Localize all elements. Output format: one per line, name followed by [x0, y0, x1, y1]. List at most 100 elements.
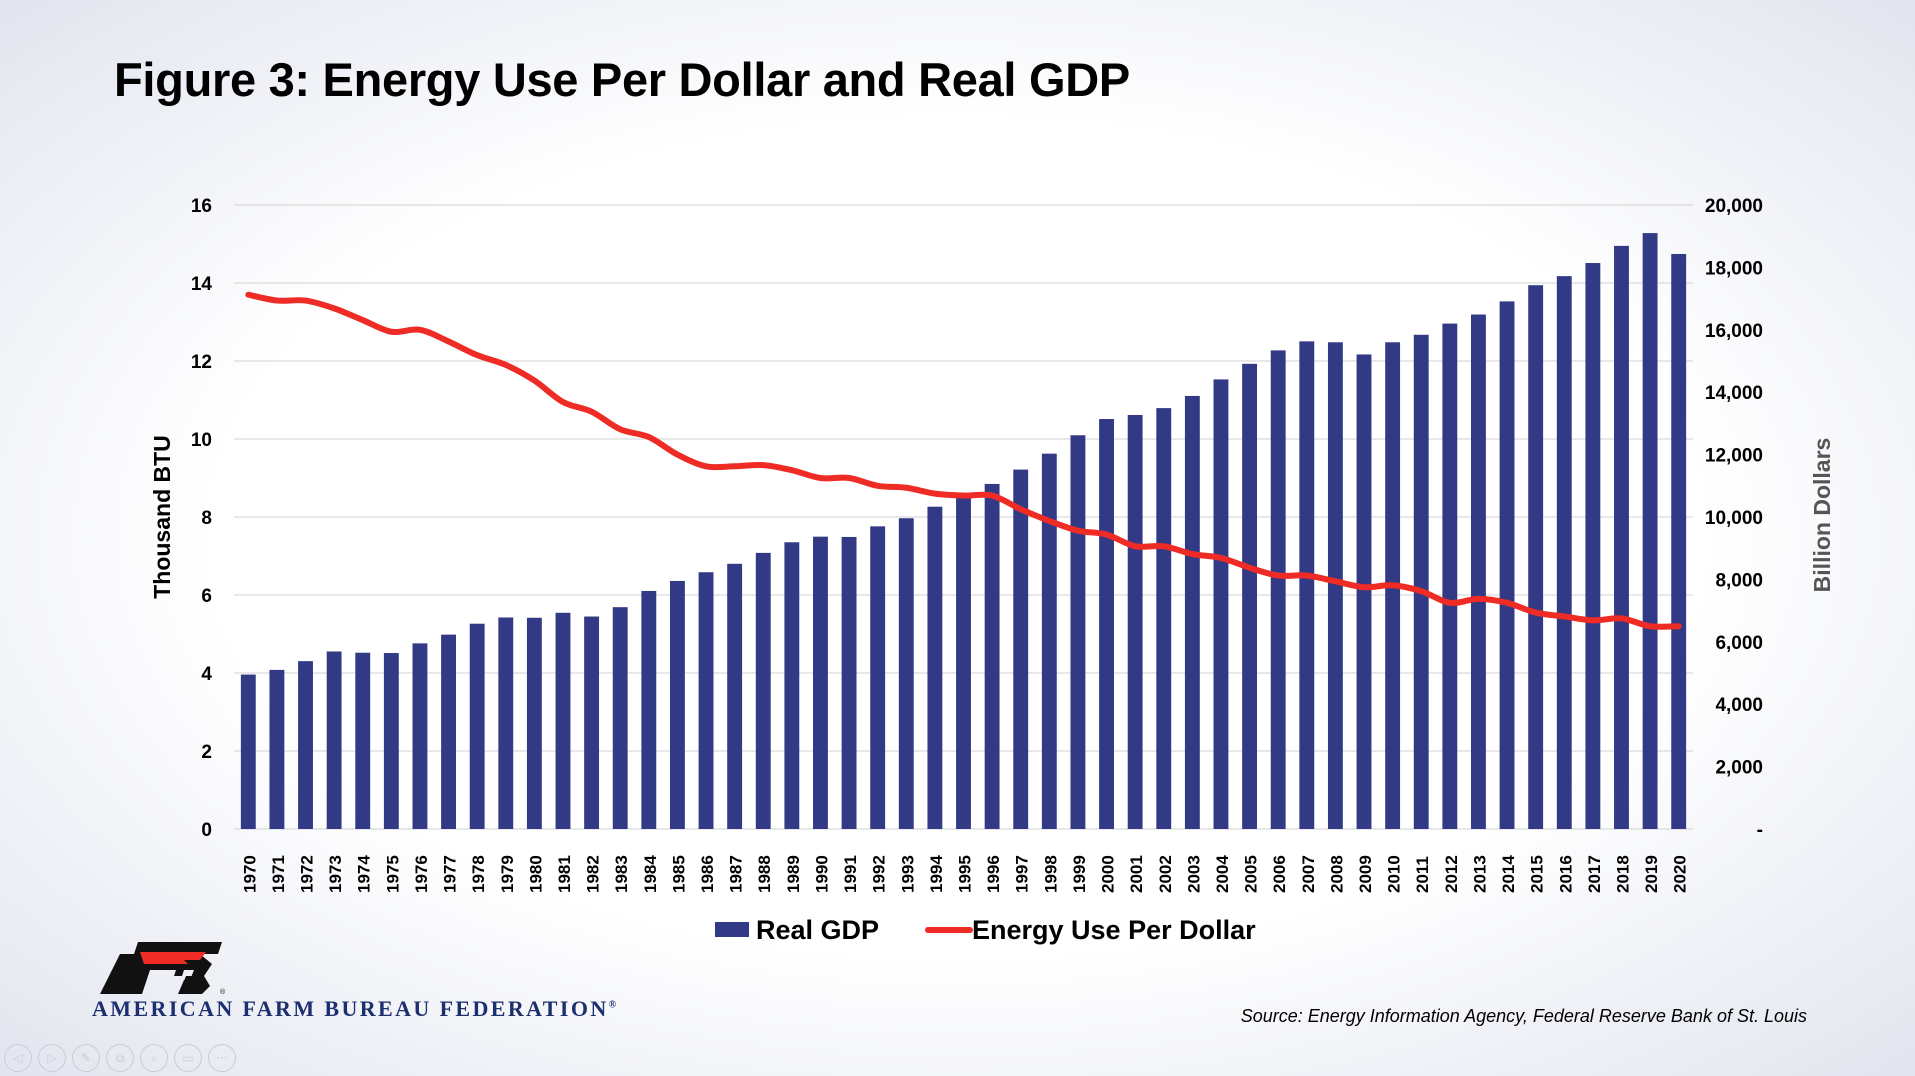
x-axis-tick-label: 1986 — [698, 855, 717, 893]
left-axis-tick-label: 2 — [201, 742, 212, 763]
x-axis-tick-label: 2004 — [1213, 855, 1232, 893]
gdp-bar — [412, 643, 428, 829]
slides-grid-icon[interactable]: ⧉ — [106, 1044, 134, 1072]
x-axis-tick-label: 1991 — [841, 855, 860, 893]
x-axis-tick-label: 1977 — [441, 855, 460, 893]
next-slide-icon[interactable]: ▷ — [38, 1044, 66, 1072]
more-options-icon[interactable]: ··· — [208, 1044, 236, 1072]
x-axis-tick-label: 2014 — [1499, 855, 1518, 893]
x-axis-tick-label: 1997 — [1013, 855, 1032, 893]
gdp-bar — [641, 590, 657, 829]
gdp-bar — [841, 536, 857, 829]
right-axis-tick-label: 8,000 — [1715, 570, 1763, 591]
x-axis-tick-label: 1995 — [956, 855, 975, 893]
gdp-bar — [498, 617, 514, 829]
right-axis-tick-label: - — [1757, 820, 1763, 841]
gdp-bar — [1671, 253, 1687, 829]
x-axis-tick-label: 1999 — [1070, 855, 1089, 893]
x-axis-tick-label: 2011 — [1413, 856, 1432, 893]
gdp-bar — [956, 496, 971, 829]
left-axis-tick-label: 16 — [191, 196, 212, 217]
left-axis-tick-label: 10 — [191, 430, 212, 451]
gdp-bar — [1356, 354, 1372, 829]
gdp-bar — [441, 634, 456, 829]
gdp-bar — [555, 612, 571, 829]
gdp-bar — [526, 617, 542, 829]
left-axis-tick-label: 6 — [201, 586, 212, 607]
gdp-bar — [984, 483, 1000, 829]
x-axis-tick-label: 1980 — [526, 855, 545, 893]
gdp-bar — [927, 506, 943, 829]
x-axis-tick-label: 2013 — [1470, 855, 1489, 893]
gdp-bar — [1013, 469, 1029, 829]
gdp-bar — [1242, 363, 1258, 829]
x-axis-tick-label: 1993 — [898, 855, 917, 893]
gdp-bar — [355, 652, 371, 829]
gdp-bar — [1413, 334, 1429, 829]
x-axis-tick-label: 1974 — [355, 855, 374, 893]
x-axis-tick-label: 1998 — [1041, 855, 1060, 893]
gdp-bar — [298, 661, 313, 829]
right-axis-tick-label: 20,000 — [1705, 196, 1763, 217]
x-axis-tick-label: 1990 — [812, 855, 831, 893]
gdp-bar — [1614, 245, 1629, 829]
x-axis-tick-label: 1981 — [555, 855, 574, 893]
x-axis-tick-label: 1973 — [326, 855, 345, 893]
subtitles-icon[interactable]: ▭ — [174, 1044, 202, 1072]
registered-mark: ® — [220, 988, 226, 996]
legend-label-energy: Energy Use Per Dollar — [972, 915, 1256, 945]
x-axis-tick-label: 1984 — [641, 855, 660, 893]
x-axis-tick-label: 1994 — [927, 855, 946, 893]
x-axis-tick-label: 1978 — [469, 855, 488, 893]
gdp-bar — [784, 542, 800, 829]
gdp-bar — [584, 616, 600, 829]
x-axis-tick-label: 1976 — [412, 855, 431, 893]
x-axis-tick-label: 1982 — [584, 855, 603, 893]
right-axis-tick-label: 14,000 — [1705, 383, 1763, 404]
right-axis-tick-label: 4,000 — [1715, 695, 1763, 716]
right-axis-tick-label: 16,000 — [1705, 321, 1763, 342]
gdp-bar — [1099, 419, 1114, 829]
gdp-bar — [326, 651, 342, 829]
x-axis-tick-label: 1971 — [269, 855, 288, 893]
gdp-bar — [383, 653, 399, 829]
logo-registered: ® — [608, 999, 619, 1011]
gdp-bar — [469, 623, 485, 829]
x-axis-tick-label: 1985 — [669, 855, 688, 893]
logo-name: AMERICAN FARM BUREAU FEDERATION — [92, 996, 609, 1021]
x-axis-tick-label: 2008 — [1327, 855, 1346, 893]
gdp-bar — [1499, 301, 1515, 830]
zoom-icon[interactable]: ⌕ — [140, 1044, 168, 1072]
pen-icon[interactable]: ✎ — [72, 1044, 100, 1072]
previous-slide-icon[interactable]: ◁ — [4, 1044, 32, 1072]
page-title: Figure 3: Energy Use Per Dollar and Real… — [114, 53, 1130, 106]
gdp-bar — [898, 518, 914, 829]
right-axis-tick-label: 6,000 — [1715, 633, 1763, 654]
x-axis-tick-label: 2012 — [1442, 855, 1461, 893]
gdp-bar — [1270, 350, 1286, 829]
x-axis-tick-label: 2017 — [1585, 855, 1604, 893]
gdp-bar — [1070, 435, 1086, 829]
source-note: Source: Energy Information Agency, Feder… — [1240, 1006, 1807, 1026]
gdp-bar — [240, 674, 256, 829]
x-axis-tick-label: 1979 — [498, 855, 517, 893]
slide-controls: ◁ ▷ ✎ ⧉ ⌕ ▭ ··· — [4, 1044, 236, 1072]
x-axis-tick-label: 1996 — [984, 855, 1003, 893]
x-axis-tick-label: 2000 — [1099, 855, 1118, 893]
gdp-bar — [698, 572, 714, 829]
gdp-bar — [1528, 285, 1544, 830]
gdp-bar — [727, 563, 743, 829]
x-axis-tick-label: 2020 — [1671, 855, 1690, 893]
x-axis-tick-label: 1989 — [784, 855, 803, 893]
x-axis-tick-label: 2010 — [1385, 855, 1404, 893]
left-axis-title: Thousand BTU — [149, 435, 175, 599]
right-axis-title: Billion Dollars — [1809, 438, 1835, 593]
right-axis-tick-label: 10,000 — [1705, 508, 1763, 529]
right-axis-tick-label: 2,000 — [1715, 758, 1763, 779]
gdp-bar — [612, 607, 628, 829]
gdp-bar — [1471, 314, 1486, 830]
right-axis-tick-label: 12,000 — [1705, 446, 1763, 467]
x-axis-tick-label: 1988 — [755, 855, 774, 893]
left-axis-tick-label: 14 — [191, 274, 213, 295]
gdp-bar — [813, 536, 828, 829]
